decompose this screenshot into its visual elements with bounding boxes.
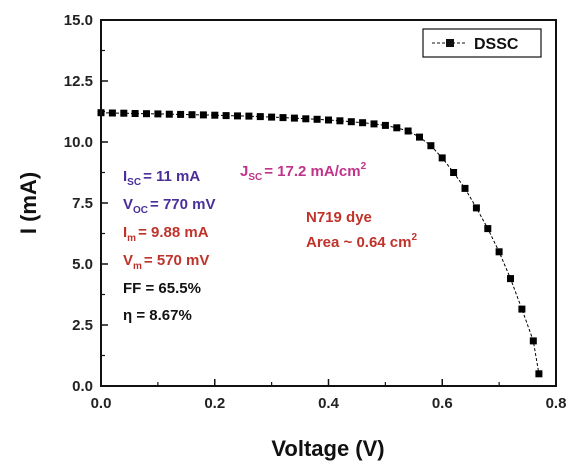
x-tick-label: 0.4 bbox=[318, 395, 340, 412]
legend-marker bbox=[446, 39, 454, 47]
y-axis-title: I (mA) bbox=[16, 172, 41, 234]
data-point bbox=[427, 142, 435, 150]
data-point bbox=[336, 117, 344, 125]
data-point bbox=[484, 225, 492, 233]
data-point bbox=[529, 337, 537, 345]
annotation-area: Area ~ 0.64 cm2 bbox=[306, 232, 418, 251]
data-point bbox=[313, 115, 321, 123]
data-point bbox=[188, 111, 196, 119]
data-point bbox=[438, 154, 446, 162]
annotations-left: ISC = 11 mA VOC = 770 mV Im = 9.88 mA Vm = 5… bbox=[123, 168, 215, 324]
legend: DSSC bbox=[422, 28, 542, 58]
annotation-voc-symbol: V bbox=[123, 196, 133, 213]
data-point bbox=[535, 370, 543, 378]
annotation-jsc: JSC = 17.2 mA/cm2 bbox=[240, 161, 367, 183]
data-point bbox=[507, 275, 514, 283]
data-point bbox=[381, 121, 389, 129]
data-point bbox=[268, 113, 276, 121]
annotation-jsc-sup: 2 bbox=[361, 161, 367, 172]
annotation-im-value: = 9.88 mA bbox=[138, 224, 209, 241]
annotation-isc: ISC = 11 mA bbox=[123, 168, 200, 188]
annotation-eta: η = 8.67% bbox=[123, 307, 192, 324]
x-axis-title: Voltage (V) bbox=[271, 436, 384, 461]
data-point bbox=[370, 120, 378, 128]
annotation-jsc-symbol: J bbox=[240, 163, 248, 180]
series-line-dssc bbox=[100, 112, 540, 374]
data-point bbox=[120, 109, 128, 117]
data-point bbox=[245, 112, 253, 120]
annotation-voc-sub: OC bbox=[133, 205, 148, 216]
data-point bbox=[472, 204, 480, 212]
data-point bbox=[177, 110, 185, 118]
data-point bbox=[495, 248, 503, 256]
legend-label: DSSC bbox=[474, 36, 519, 53]
data-point bbox=[416, 133, 423, 141]
data-point bbox=[143, 110, 150, 118]
annotation-im-symbol: I bbox=[123, 224, 127, 241]
annotations-middle: JSC = 17.2 mA/cm2 N719 dye Area ~ 0.64 cm… bbox=[240, 161, 418, 251]
annotation-voc: VOC = 770 mV bbox=[123, 196, 215, 216]
annotation-vm-value: = 570 mV bbox=[144, 252, 209, 269]
data-point bbox=[290, 114, 298, 122]
annotation-im-sub: m bbox=[127, 233, 136, 244]
legend-box bbox=[422, 28, 542, 58]
data-point bbox=[256, 113, 264, 121]
annotation-voc-value: = 770 mV bbox=[150, 196, 215, 213]
x-tick-label: 0.6 bbox=[432, 395, 453, 412]
annotation-vm-sub: m bbox=[133, 261, 142, 272]
y-tick-label: 12.5 bbox=[64, 73, 93, 90]
data-point bbox=[302, 115, 310, 123]
y-tick-label: 0.0 bbox=[72, 378, 93, 395]
data-point bbox=[347, 118, 355, 126]
data-point bbox=[461, 184, 469, 192]
data-layer bbox=[97, 109, 543, 378]
y-tick-label: 5.0 bbox=[72, 256, 93, 273]
plot-frame bbox=[100, 19, 557, 387]
annotation-isc-sub: SC bbox=[127, 177, 141, 188]
y-tick-label: 2.5 bbox=[72, 317, 93, 334]
annotation-ff: FF = 65.5% bbox=[123, 280, 201, 297]
data-point bbox=[165, 110, 173, 118]
data-point bbox=[393, 124, 401, 132]
annotation-dye: N719 dye bbox=[306, 209, 372, 226]
ticks-layer: 0.0 0.2 0.4 0.6 0.8 0.0 2.5 5.0 7.5 10.0 12.5 15.0 bbox=[64, 12, 567, 412]
annotation-isc-value: = 11 mA bbox=[143, 168, 200, 185]
data-point bbox=[450, 169, 458, 176]
x-tick-label: 0.8 bbox=[546, 395, 567, 412]
data-point bbox=[108, 109, 116, 117]
annotation-area-sup: 2 bbox=[412, 232, 418, 243]
data-point bbox=[199, 111, 207, 119]
annotation-isc-symbol: I bbox=[123, 168, 127, 185]
data-point bbox=[325, 116, 332, 124]
annotation-vm-symbol: V bbox=[123, 252, 133, 269]
annotation-vm: Vm = 570 mV bbox=[123, 252, 209, 272]
annotation-jsc-value: = 17.2 mA/cm bbox=[264, 163, 360, 180]
data-point bbox=[404, 127, 412, 135]
y-tick-label: 10.0 bbox=[64, 134, 93, 151]
annotation-im: Im = 9.88 mA bbox=[123, 224, 209, 244]
data-point bbox=[131, 110, 139, 117]
y-tick-label: 7.5 bbox=[72, 195, 93, 212]
x-tick-label: 0.0 bbox=[91, 395, 112, 412]
data-point bbox=[359, 119, 367, 127]
data-point bbox=[234, 112, 241, 120]
data-point bbox=[154, 110, 162, 118]
data-point bbox=[518, 305, 526, 313]
data-point bbox=[211, 111, 219, 119]
data-point bbox=[222, 112, 230, 120]
data-point bbox=[279, 114, 287, 122]
annotation-jsc-sub: SC bbox=[248, 172, 262, 183]
annotation-area-value: Area ~ 0.64 cm bbox=[306, 234, 412, 251]
y-tick-label: 15.0 bbox=[64, 12, 93, 29]
x-tick-label: 0.2 bbox=[204, 395, 225, 412]
